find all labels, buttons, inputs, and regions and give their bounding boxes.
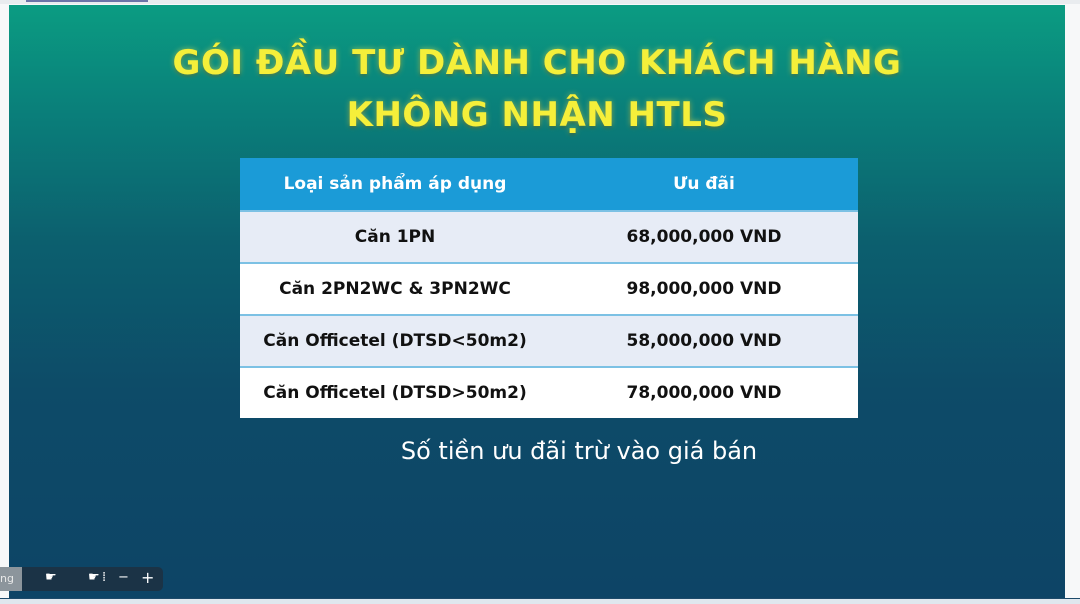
pointer-icon[interactable]: ☛: [88, 570, 100, 585]
table-row: Căn Officetel (DTSD<50m2) 58,000,000 VND: [240, 314, 858, 367]
offer-cell: 98,000,000 VND: [550, 262, 858, 315]
browser-top-bar: [0, 0, 1080, 4]
toolbar-label: ng: [0, 567, 22, 591]
offer-cell: 78,000,000 VND: [550, 366, 858, 418]
product-cell: Căn Officetel (DTSD<50m2): [240, 314, 550, 367]
offer-cell: 68,000,000 VND: [550, 210, 858, 263]
bottom-border: [0, 598, 1080, 604]
column-header-offer: Ưu đãi: [550, 158, 858, 211]
table-header-row: Loại sản phẩm áp dụng Ưu đãi: [240, 158, 858, 211]
product-cell: Căn 2PN2WC & 3PN2WC: [240, 262, 550, 315]
slide-title-line1: GÓI ĐẦU TƯ DÀNH CHO KHÁCH HÀNG: [172, 43, 902, 83]
slide-title-line2: KHÔNG NHẬN HTLS: [346, 95, 728, 135]
active-tab-indicator[interactable]: [26, 0, 148, 2]
slide-note: Số tiền ưu đãi trừ vào giá bán: [400, 437, 758, 465]
table-row: Căn Officetel (DTSD>50m2) 78,000,000 VND: [240, 366, 858, 418]
viewer-toolbar: ng ☛ ☛ ⁞ − +: [0, 567, 163, 591]
table-row: Căn 2PN2WC & 3PN2WC 98,000,000 VND: [240, 262, 858, 315]
zoom-in-button[interactable]: +: [141, 568, 155, 587]
product-cell: Căn 1PN: [240, 210, 550, 263]
column-header-product: Loại sản phẩm áp dụng: [240, 158, 550, 211]
table-row: Căn 1PN 68,000,000 VND: [240, 210, 858, 263]
hand-icon[interactable]: ☛: [45, 570, 57, 585]
offer-table: Loại sản phẩm áp dụng Ưu đãi Căn 1PN 68,…: [240, 158, 858, 418]
product-cell: Căn Officetel (DTSD>50m2): [240, 366, 550, 418]
presentation-slide: GÓI ĐẦU TƯ DÀNH CHO KHÁCH HÀNG KHÔNG NHẬ…: [9, 5, 1065, 598]
offer-cell: 58,000,000 VND: [550, 314, 858, 367]
fit-icon[interactable]: ⁞: [102, 570, 107, 585]
zoom-out-button[interactable]: −: [118, 570, 129, 585]
